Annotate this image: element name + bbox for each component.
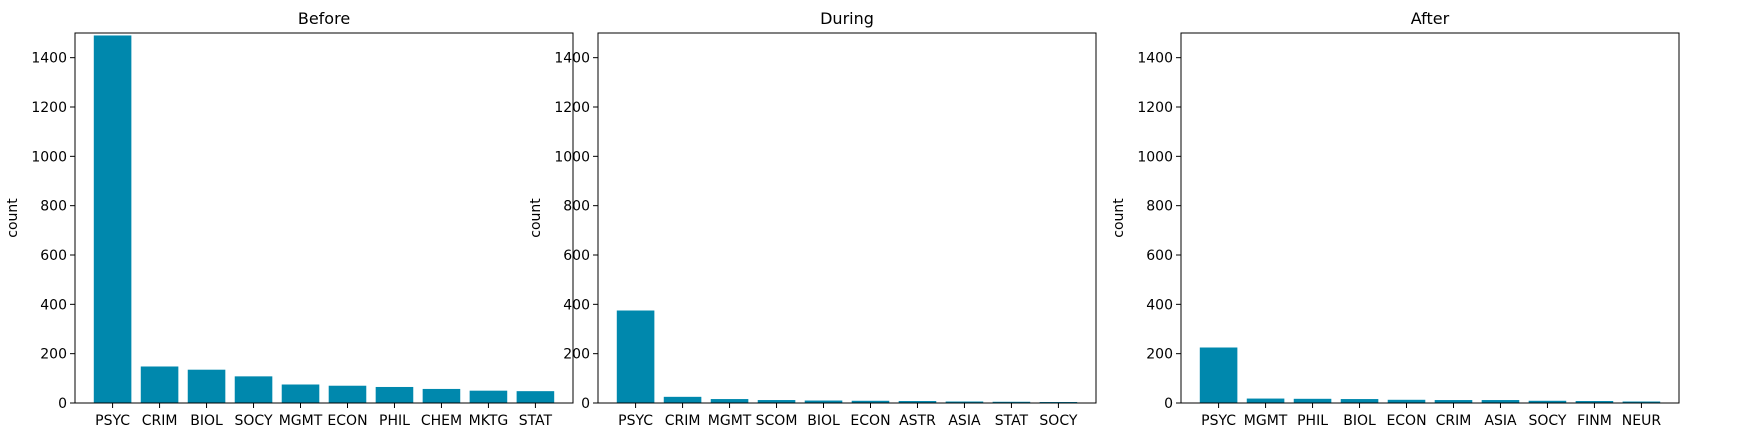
bar-asia xyxy=(1481,400,1520,403)
bar-phil xyxy=(1293,398,1332,403)
x-tick-label-stat: STAT xyxy=(519,413,553,429)
x-tick-label-econ: ECON xyxy=(850,413,890,429)
y-axis-label: count xyxy=(528,198,544,238)
x-tick-label-mgmt: MGMT xyxy=(708,413,752,429)
x-tick-label-scom: SCOM xyxy=(756,413,798,429)
y-tick-label: 1200 xyxy=(1137,100,1173,116)
bar-mgmt xyxy=(1246,398,1285,403)
bar-biol xyxy=(1340,399,1379,403)
x-tick-label-chem: CHEM xyxy=(421,413,462,429)
x-tick-label-biol: BIOL xyxy=(190,413,223,429)
axes-frame xyxy=(1180,32,1680,404)
bar-psyc xyxy=(93,35,132,403)
y-tick-label: 0 xyxy=(581,396,590,412)
x-tick-label-finm: FINM xyxy=(1577,413,1612,429)
y-tick-label: 1400 xyxy=(554,51,590,67)
x-tick-label-stat: STAT xyxy=(995,413,1029,429)
y-tick-label: 200 xyxy=(563,347,590,363)
x-tick-label-mgmt: MGMT xyxy=(1244,413,1288,429)
y-tick-label: 1200 xyxy=(31,100,67,116)
bar-astr xyxy=(898,401,937,403)
bar-crim xyxy=(140,366,179,403)
x-tick-label-crim: CRIM xyxy=(142,413,178,429)
y-tick-label: 1400 xyxy=(1137,51,1173,67)
bar-crim xyxy=(663,396,702,403)
bar-mgmt xyxy=(710,399,749,403)
y-tick-label: 200 xyxy=(40,347,67,363)
chart-title: During xyxy=(820,9,874,28)
y-tick-label: 600 xyxy=(1146,248,1173,264)
x-tick-label-asia: ASIA xyxy=(1484,413,1517,429)
chart-panel-after: 0 200 400 600 800 1000 1200 1400 PSYC MGMT PHIL BIO… xyxy=(1111,9,1680,429)
bar-econ xyxy=(851,400,890,403)
bar-biol xyxy=(187,369,226,403)
x-tick-label-econ: ECON xyxy=(1386,413,1426,429)
bar-econ xyxy=(1387,399,1426,403)
x-tick-label-socy: SOCY xyxy=(1528,413,1566,429)
y-axis-label: count xyxy=(5,198,21,238)
x-tick-label-asia: ASIA xyxy=(948,413,981,429)
y-tick-label: 600 xyxy=(563,248,590,264)
y-tick-label: 0 xyxy=(58,396,67,412)
x-tick-label-phil: PHIL xyxy=(1297,413,1328,429)
y-axis-label: count xyxy=(1111,198,1127,238)
y-tick-label: 400 xyxy=(563,297,590,313)
bar-asia xyxy=(945,401,984,403)
x-tick-label-socy: SOCY xyxy=(235,413,273,429)
chart-title: Before xyxy=(298,9,350,28)
y-tick-label: 1400 xyxy=(31,51,67,67)
y-tick-label: 1000 xyxy=(31,149,67,165)
y-tick-label: 800 xyxy=(40,199,67,215)
y-tick-label: 800 xyxy=(563,199,590,215)
y-tick-label: 1200 xyxy=(554,100,590,116)
x-tick-label-neur: NEUR xyxy=(1622,413,1662,429)
x-tick-label-mgmt: MGMT xyxy=(279,413,323,429)
chart-title: After xyxy=(1411,9,1450,28)
bar-neur xyxy=(1622,401,1661,403)
bar-biol xyxy=(804,400,843,403)
x-tick-label-crim: CRIM xyxy=(1436,413,1472,429)
bar-chem xyxy=(422,388,461,403)
x-tick-label-crim: CRIM xyxy=(665,413,701,429)
x-tick-label-psyc: PSYC xyxy=(618,413,653,429)
bar-stat xyxy=(516,391,555,403)
y-tick-label: 400 xyxy=(1146,297,1173,313)
bar-phil xyxy=(375,386,414,403)
bar-mktg xyxy=(469,390,508,403)
y-tick-label: 1000 xyxy=(1137,149,1173,165)
y-tick-label: 600 xyxy=(40,248,67,264)
axes-frame xyxy=(597,32,1097,404)
x-tick-label-astr: ASTR xyxy=(899,413,936,429)
bar-stat xyxy=(992,401,1031,403)
chart-panel-during: 0 200 400 600 800 1000 1200 1400 PSYC CRIM MGMT SCO… xyxy=(528,9,1097,429)
y-tick-label: 0 xyxy=(1164,396,1173,412)
y-tick-label: 200 xyxy=(1146,347,1173,363)
bar-scom xyxy=(757,400,796,403)
bar-finm xyxy=(1575,401,1614,403)
y-tick-label: 800 xyxy=(1146,199,1173,215)
bar-psyc xyxy=(1199,347,1238,403)
bar-socy xyxy=(1528,400,1567,403)
bar-econ xyxy=(328,385,367,403)
x-tick-label-econ: ECON xyxy=(327,413,367,429)
axes-frame xyxy=(74,32,574,404)
x-tick-label-socy: SOCY xyxy=(1039,413,1077,429)
x-tick-label-phil: PHIL xyxy=(379,413,410,429)
bar-psyc xyxy=(616,310,655,403)
bar-socy xyxy=(234,376,273,403)
chart-panel-before: 0 200 400 600 800 1000 1200 1400 PSYC CRIM BIOL SOC… xyxy=(5,9,574,429)
x-tick-label-biol: BIOL xyxy=(807,413,840,429)
y-tick-label: 400 xyxy=(40,297,67,313)
bar-mgmt xyxy=(281,384,320,403)
x-tick-label-psyc: PSYC xyxy=(95,413,130,429)
x-tick-label-mktg: MKTG xyxy=(469,413,509,429)
y-tick-label: 1000 xyxy=(554,149,590,165)
x-tick-label-psyc: PSYC xyxy=(1201,413,1236,429)
bar-crim xyxy=(1434,400,1473,403)
x-tick-label-biol: BIOL xyxy=(1343,413,1376,429)
